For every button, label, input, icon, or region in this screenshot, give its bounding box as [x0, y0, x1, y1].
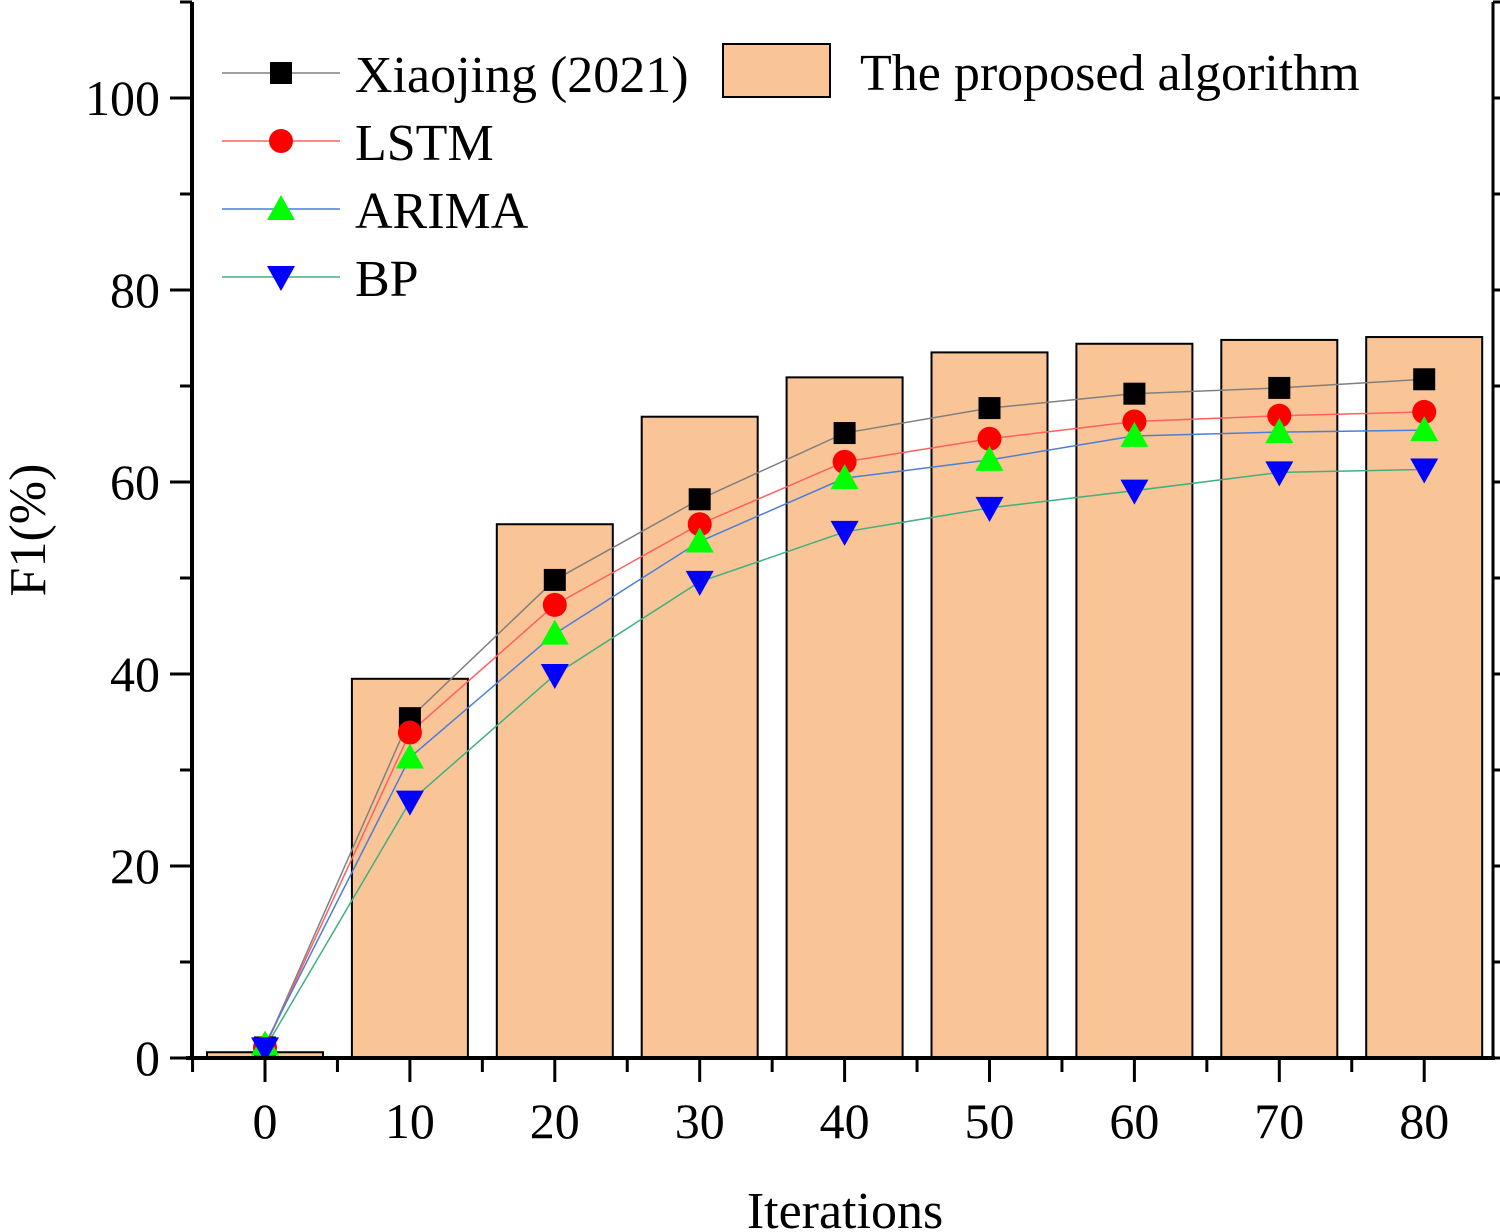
x-tick-label: 0 [253, 1093, 278, 1149]
marker-triangle-up [1410, 416, 1439, 442]
marker-triangle-down [1120, 479, 1149, 505]
marker-triangle-down [251, 1037, 279, 1063]
marker-triangle-down [395, 790, 424, 816]
y-tick-label: 80 [110, 262, 160, 318]
marker-triangle-down [1265, 461, 1294, 487]
marker-triangle-down [540, 663, 569, 689]
marker-square [543, 568, 566, 591]
marker-circle [832, 449, 857, 474]
marker-circle [397, 720, 422, 745]
x-tick-label: 70 [1254, 1093, 1304, 1149]
y-tick-label: 60 [110, 454, 160, 510]
marker-circle [1122, 409, 1147, 434]
x-axis-label: Iterations [747, 1183, 943, 1232]
legend-label: LSTM [355, 115, 494, 172]
bar [1075, 342, 1194, 1059]
bar [785, 376, 904, 1059]
marker-triangle-up [540, 619, 569, 645]
marker-triangle-down [975, 496, 1004, 522]
marker-square [1413, 368, 1436, 391]
marker-square [978, 397, 1001, 420]
x-tick-label: 10 [385, 1093, 435, 1149]
legend-label: ARIMA [355, 183, 529, 240]
x-tick-label: 40 [820, 1093, 870, 1149]
x-tick-label: 30 [675, 1093, 725, 1149]
marker-circle [687, 512, 712, 537]
bar [1365, 336, 1484, 1060]
bar [1220, 338, 1339, 1060]
y-tick-label: 0 [135, 1030, 160, 1086]
marker-triangle-up [395, 743, 424, 769]
marker-square [270, 62, 292, 84]
marker-circle [977, 426, 1002, 451]
marker-triangle-down [685, 570, 714, 596]
marker-triangle-up [830, 464, 859, 490]
marker-circle [1267, 403, 1292, 428]
legend-label: The proposed algorithm [860, 45, 1360, 102]
y-tick-label: 40 [110, 646, 160, 702]
y-tick-label: 100 [85, 70, 160, 126]
marker-square [1123, 382, 1146, 405]
x-tick-label: 60 [1109, 1093, 1159, 1149]
marker-triangle-up [975, 445, 1004, 471]
y-tick-label: 20 [110, 838, 160, 894]
marker-circle [269, 129, 293, 153]
legend-bar-swatch [722, 43, 831, 98]
marker-square [688, 488, 711, 511]
x-tick-label: 50 [965, 1093, 1015, 1149]
marker-triangle-up [1120, 421, 1149, 447]
legend-label: BP [355, 251, 419, 308]
marker-triangle-down [1410, 458, 1439, 484]
marker-triangle-down [267, 266, 295, 291]
x-tick-label: 20 [530, 1093, 580, 1149]
marker-square [833, 422, 856, 445]
marker-triangle-up [1265, 418, 1294, 444]
marker-circle [1412, 399, 1437, 424]
legend-label: Xiaojing (2021) [355, 47, 689, 104]
marker-circle [542, 592, 567, 617]
x-tick-label: 80 [1399, 1093, 1449, 1149]
marker-triangle-up [267, 195, 295, 220]
marker-triangle-down [830, 520, 859, 546]
marker-square [1268, 376, 1291, 399]
y-axis-label: F1(%) [0, 464, 57, 597]
marker-triangle-up [685, 527, 714, 553]
